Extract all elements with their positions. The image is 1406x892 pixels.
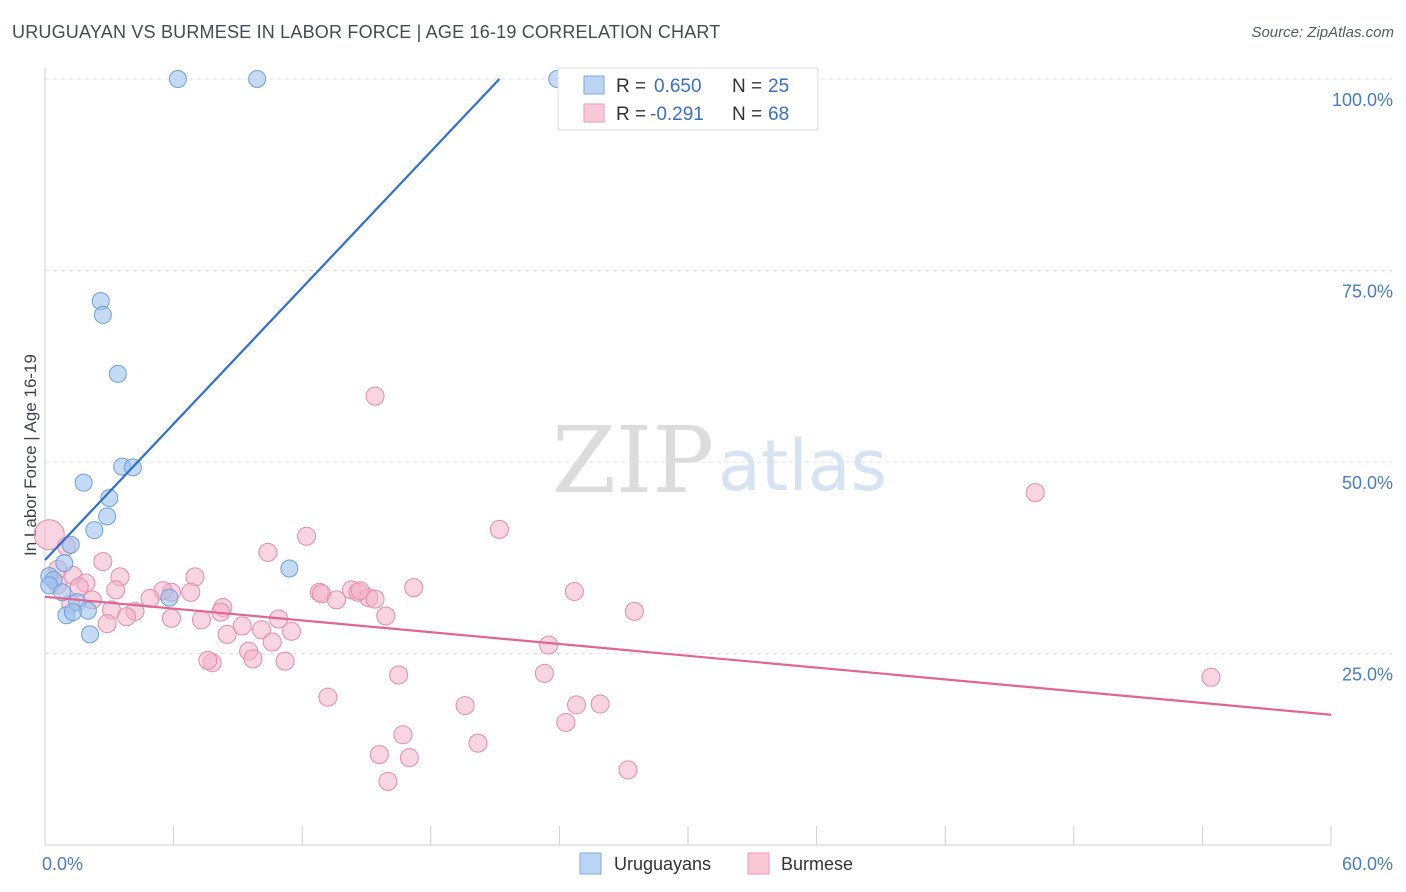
point-burmese [281,621,301,641]
point-burmese [393,725,413,745]
point-burmese [198,650,218,670]
watermark-zip: ZIP [552,407,714,514]
point-burmese [539,635,559,655]
point-burmese [389,665,409,685]
legend-r-label-uruguayans: R = [616,76,646,97]
source-label: Source: ZipAtlas.com [1251,24,1394,41]
trend-line-burmese [44,595,1332,716]
x-tick-label: 60.0% [1342,854,1393,874]
legend-r-value-uruguayans: 0.650 [654,76,702,97]
point-burmese [399,748,419,768]
correlation-legend: R = 0.650 N = 25 R = -0.291 N = 68 [557,67,819,131]
point-burmese [489,519,509,539]
watermark-atlas: atlas [718,425,887,507]
point-burmese [455,696,475,716]
y-tick-labels: 25.0% 50.0% 75.0% 100.0% [1332,90,1393,685]
point-burmese [618,760,638,780]
point-burmese [404,578,424,598]
bottom-legend-swatch-burmese [747,852,770,875]
legend-n-label-uruguayans: N = [732,76,762,97]
bottom-legend-swatch-uruguayans [579,852,602,875]
point-burmese [590,694,610,714]
y-tick-label: 25.0% [1342,665,1393,685]
point-uruguayans [108,364,127,383]
x-tick-label: 0.0% [42,854,83,874]
point-uruguayans [78,601,97,620]
point-burmese [365,386,385,406]
grid-lines [45,78,1392,654]
trend-line-uruguayans [44,78,501,561]
point-uruguayans [168,70,187,88]
point-burmese [161,608,181,628]
point-burmese [468,733,488,753]
point-burmese [326,590,346,610]
point-burmese [1025,483,1045,503]
point-burmese [556,712,576,732]
point-burmese [365,589,385,609]
point-burmese [567,695,587,715]
point-burmese [140,588,160,608]
point-burmese [191,610,211,630]
point-burmese [275,651,295,671]
series-uruguayans [40,70,567,644]
legend-n-label-burmese: N = [732,104,762,125]
point-burmese [318,687,338,707]
point-burmese [97,614,117,634]
point-burmese [243,649,263,669]
series-legend: Uruguayans Burmese [579,852,853,875]
chart-title: URUGUAYAN VS BURMESE IN LABOR FORCE | AG… [12,22,721,42]
point-uruguayans [81,625,100,644]
legend-r-label-burmese: R = [616,104,646,125]
legend-r-value-burmese: -0.291 [650,104,704,125]
y-axis-label: In Labor Force | Age 16-19 [21,354,40,556]
y-tick-label: 100.0% [1332,90,1393,110]
point-burmese [217,624,237,644]
point-uruguayans [74,473,93,492]
point-burmese [534,663,554,683]
point-uruguayans [55,554,74,573]
point-uruguayans [100,489,119,508]
bottom-legend-label-uruguayans: Uruguayans [614,854,711,874]
point-burmese [564,581,584,601]
point-burmese [251,620,271,640]
point-burmese [262,632,282,652]
point-burmese [376,606,396,626]
point-uruguayans [248,70,267,88]
point-burmese [232,616,252,636]
point-uruguayans [53,583,72,602]
watermark: ZIP atlas [552,407,887,514]
axes [44,68,1332,846]
point-burmese [93,552,113,572]
point-burmese [106,580,126,600]
point-uruguayans [98,507,117,526]
point-burmese [258,542,278,562]
point-burmese [33,519,65,551]
point-burmese [296,526,316,546]
y-tick-label: 50.0% [1342,473,1393,493]
y-tick-label: 75.0% [1342,282,1393,302]
point-burmese [378,771,398,791]
point-uruguayans [61,535,80,554]
legend-n-value-burmese: 68 [768,104,789,125]
point-burmese [116,607,136,627]
point-burmese [350,581,370,601]
legend-swatch-burmese [583,103,605,123]
point-burmese [624,601,644,621]
bottom-legend-label-burmese: Burmese [781,854,853,874]
point-uruguayans [280,559,299,578]
trend-lines [44,78,1332,716]
point-uruguayans [93,305,112,324]
point-burmese [369,745,389,765]
legend-swatch-uruguayans [583,75,605,95]
series-burmese [33,386,1221,791]
point-burmese [1201,667,1221,687]
point-burmese [181,582,201,602]
point-uruguayans [160,588,179,607]
legend-n-value-uruguayans: 25 [768,76,789,97]
point-uruguayans [63,603,82,622]
point-uruguayans [85,521,104,540]
x-tick-labels: 0.0% 60.0% [42,854,1393,874]
